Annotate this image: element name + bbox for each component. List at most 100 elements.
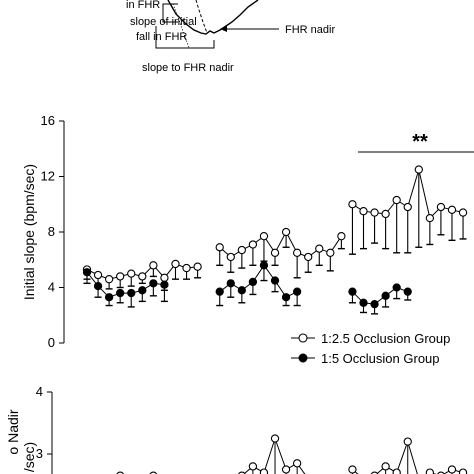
fhr-trace <box>167 0 259 35</box>
data-point-open <box>270 248 280 257</box>
data-point-open <box>160 273 169 282</box>
legend: 1:2.5 Occlusion Group 1:5 Occlusion Grou… <box>291 331 450 366</box>
data-point-open <box>359 207 368 216</box>
data-point-open <box>381 209 390 219</box>
data-point-open <box>259 232 269 241</box>
slope-to-nadir-dashed-line <box>195 0 208 34</box>
data-point-open <box>425 213 435 223</box>
data-point-open <box>292 459 302 468</box>
nadir-bracket <box>155 26 215 49</box>
label-fhr-nadir: FHR nadir <box>285 24 335 36</box>
y-axis-label: Initial slope (bpm/sec) <box>21 164 37 300</box>
data-point-open <box>182 263 191 273</box>
data-point-filled <box>292 287 302 296</box>
y-axis-label-line-1: o Nadir <box>5 409 21 454</box>
data-point-filled <box>138 286 147 295</box>
y-tick-label: 16 <box>41 113 55 128</box>
data-point-open <box>447 205 457 214</box>
y-tick-label: 4 <box>36 384 43 399</box>
data-point-open <box>138 272 147 281</box>
data-point-open <box>447 465 457 474</box>
y-axis: 0 4 8 12 16 <box>41 113 65 350</box>
fhr-nadir-arrowhead <box>220 26 227 32</box>
data-point-filled <box>248 277 258 287</box>
schematic-panel: in FHR slope of initial fall in FHR FHR … <box>126 0 335 74</box>
data-point-open <box>414 165 423 174</box>
y-tick-label: 0 <box>48 335 55 350</box>
label-slope-initial-2: fall in FHR <box>136 31 187 43</box>
data-point-filled <box>403 287 412 296</box>
data-point-open <box>370 208 379 217</box>
initial-slope-chart: 0 4 8 12 16 Initial slope (bpm/sec) ** 1:2.5… <box>21 113 474 366</box>
data-point-open <box>403 437 412 446</box>
data-point-filled <box>259 261 269 270</box>
legend-label-open: 1:2.5 Occlusion Group <box>321 331 450 346</box>
data-points <box>82 165 468 309</box>
series-lines <box>243 436 464 474</box>
data-point-open <box>270 434 280 443</box>
data-point-open <box>248 240 258 249</box>
data-point-filled <box>392 283 401 292</box>
data-point-open <box>193 262 202 271</box>
y-tick-label: 3 <box>36 446 43 461</box>
data-point-open <box>237 245 246 255</box>
data-point-filled <box>226 279 235 288</box>
legend-marker-open <box>298 333 308 343</box>
data-point-open <box>259 468 269 474</box>
slope-to-nadir-chart: 43 o Nadir /sec) <box>5 384 468 474</box>
legend-marker-filled <box>298 353 308 363</box>
data-point-filled <box>127 288 136 298</box>
y-tick-label: 4 <box>48 280 55 295</box>
data-point-filled <box>381 291 390 300</box>
data-point-filled <box>281 293 291 302</box>
data-point-open <box>116 272 125 281</box>
data-point-open <box>425 468 435 474</box>
data-point-open <box>215 243 224 252</box>
y-tick-label: 8 <box>48 224 55 239</box>
data-point-filled <box>370 299 379 309</box>
slope-initial-dotted-line <box>172 3 190 49</box>
data-point-open <box>458 208 468 217</box>
data-point-open <box>403 202 412 212</box>
data-point-open <box>226 252 235 262</box>
data-points <box>116 434 468 474</box>
data-point-open <box>392 468 401 474</box>
label-slope-to-nadir: slope to FHR nadir <box>142 62 234 74</box>
data-point-open <box>127 269 136 278</box>
data-point-filled <box>348 287 357 296</box>
data-point-filled <box>149 279 158 288</box>
data-point-open <box>171 259 180 269</box>
y-axis-label-line-2: /sec) <box>21 442 37 472</box>
label-in-fhr: in FHR <box>126 0 160 11</box>
series-line-open-segment-2 <box>219 230 342 258</box>
data-point-filled <box>160 280 169 289</box>
data-point-open <box>392 195 401 205</box>
data-point-filled <box>215 287 224 296</box>
y-axis: 43 <box>36 384 53 474</box>
data-point-open <box>348 200 357 209</box>
data-point-open <box>248 462 258 471</box>
data-point-filled <box>82 268 92 277</box>
data-point-filled <box>237 286 246 295</box>
data-point-open <box>337 232 346 241</box>
data-point-open <box>281 465 291 474</box>
data-point-filled <box>104 293 114 302</box>
data-point-open <box>149 261 158 270</box>
data-point-open <box>304 252 313 262</box>
data-point-open <box>348 465 357 474</box>
significance-marker: ** <box>412 131 428 153</box>
data-point-filled <box>359 298 368 307</box>
data-point-filled <box>116 288 125 298</box>
legend-label-filled: 1:5 Occlusion Group <box>321 351 440 366</box>
data-point-open <box>292 248 302 257</box>
data-point-filled <box>93 281 103 291</box>
data-point-open <box>436 202 446 212</box>
data-point-filled <box>270 276 280 285</box>
data-point-open <box>281 227 291 237</box>
data-point-open <box>458 468 468 474</box>
data-point-open <box>326 248 335 257</box>
data-point-open <box>315 244 324 253</box>
label-slope-initial-1: slope of initial <box>130 16 197 28</box>
data-point-open <box>104 275 114 284</box>
